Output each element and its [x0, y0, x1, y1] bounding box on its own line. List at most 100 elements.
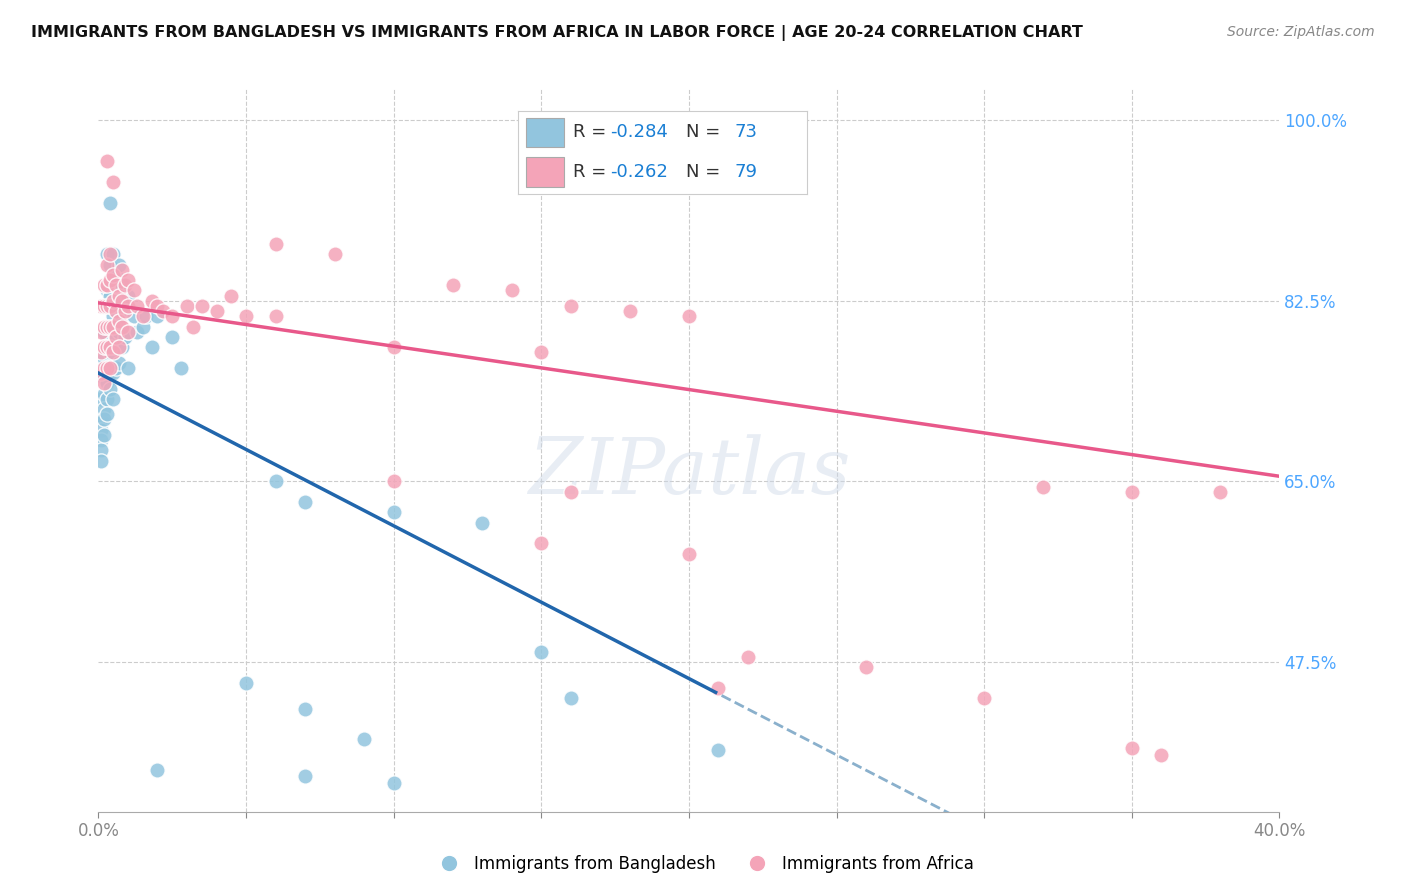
Point: [855, 660, 877, 674]
Legend: Immigrants from Bangladesh, Immigrants from Africa: Immigrants from Bangladesh, Immigrants f…: [426, 848, 980, 880]
Point: [382, 475, 405, 489]
Point: [98, 366, 121, 380]
Point: [135, 310, 157, 324]
Point: [93, 402, 115, 417]
Point: [96, 376, 118, 391]
Point: [235, 310, 257, 324]
Point: [90, 366, 112, 380]
Point: [96, 407, 118, 422]
Point: [382, 776, 405, 790]
Point: [114, 278, 136, 293]
Point: [96, 360, 118, 375]
Point: [103, 278, 125, 293]
Point: [162, 310, 183, 324]
Point: [471, 516, 494, 530]
Point: [98, 273, 121, 287]
Point: [90, 412, 112, 426]
Point: [96, 319, 118, 334]
Point: [973, 691, 995, 706]
Point: [560, 691, 582, 706]
Point: [96, 340, 118, 354]
Point: [98, 258, 121, 272]
Point: [105, 278, 128, 293]
Point: [114, 299, 136, 313]
Point: [678, 547, 700, 561]
Point: [108, 288, 131, 302]
Point: [191, 299, 214, 313]
Point: [93, 428, 115, 442]
Point: [96, 319, 118, 334]
Point: [111, 262, 134, 277]
Point: [96, 392, 118, 406]
Point: [96, 258, 118, 272]
Point: [117, 299, 139, 313]
Point: [619, 304, 641, 318]
Point: [294, 768, 316, 783]
Point: [90, 454, 112, 468]
Point: [117, 360, 139, 375]
Point: [152, 304, 174, 318]
Point: [111, 340, 134, 354]
Point: [264, 237, 287, 252]
Point: [103, 247, 125, 261]
Point: [1150, 747, 1173, 762]
Point: [93, 351, 115, 365]
Point: [1121, 484, 1143, 499]
Point: [141, 340, 163, 354]
Point: [98, 360, 121, 375]
Point: [108, 356, 131, 370]
Point: [132, 319, 155, 334]
Point: [90, 299, 112, 313]
Point: [105, 360, 128, 375]
Point: [176, 299, 198, 313]
Point: [96, 284, 118, 298]
Point: [125, 299, 148, 313]
Point: [98, 340, 121, 354]
Point: [122, 310, 145, 324]
Point: [382, 340, 405, 354]
Point: [264, 310, 287, 324]
Point: [96, 360, 118, 375]
Point: [707, 681, 730, 695]
Point: [146, 310, 169, 324]
Point: [105, 299, 128, 313]
Point: [103, 293, 125, 308]
Point: [264, 475, 287, 489]
Point: [146, 764, 169, 778]
Point: [103, 310, 125, 324]
Point: [105, 304, 128, 318]
Point: [96, 247, 118, 261]
Point: [93, 299, 115, 313]
Point: [93, 299, 115, 313]
Point: [105, 330, 128, 344]
Point: [294, 495, 316, 509]
Point: [98, 195, 121, 210]
Point: [221, 288, 243, 302]
Point: [353, 732, 375, 747]
Point: [96, 278, 118, 293]
Point: [90, 392, 112, 406]
Text: Source: ZipAtlas.com: Source: ZipAtlas.com: [1227, 25, 1375, 39]
Point: [560, 484, 582, 499]
Point: [103, 175, 125, 189]
Point: [111, 293, 134, 308]
Point: [93, 360, 115, 375]
Point: [117, 325, 139, 339]
Point: [103, 345, 125, 359]
Point: [90, 443, 112, 458]
Point: [93, 325, 115, 339]
Point: [117, 273, 139, 287]
Point: [103, 340, 125, 354]
Point: [98, 247, 121, 261]
Point: [111, 319, 134, 334]
Point: [93, 386, 115, 401]
Point: [93, 340, 115, 354]
Point: [96, 299, 118, 313]
Point: [98, 319, 121, 334]
Point: [162, 330, 183, 344]
Point: [530, 345, 553, 359]
Point: [108, 325, 131, 339]
Point: [98, 299, 121, 313]
Point: [114, 304, 136, 318]
Point: [93, 278, 115, 293]
